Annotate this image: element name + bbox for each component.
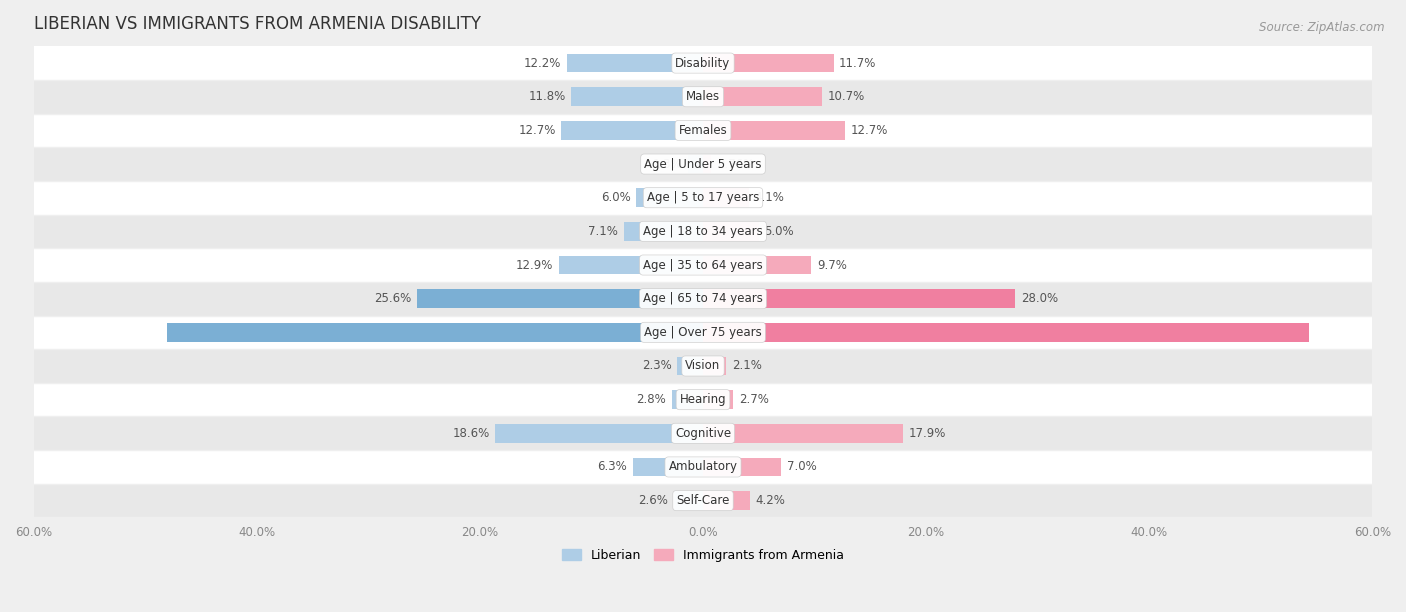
Text: Age | 18 to 34 years: Age | 18 to 34 years — [643, 225, 763, 238]
Bar — [571, 88, 703, 106]
Text: 17.9%: 17.9% — [908, 427, 946, 440]
Text: 1.3%: 1.3% — [654, 157, 683, 171]
Text: 12.9%: 12.9% — [516, 258, 554, 272]
Text: 54.3%: 54.3% — [1330, 326, 1367, 339]
Bar — [689, 155, 703, 173]
Text: 2.7%: 2.7% — [738, 393, 769, 406]
Text: 48.0%: 48.0% — [39, 326, 76, 339]
Text: Age | Over 75 years: Age | Over 75 years — [644, 326, 762, 339]
FancyBboxPatch shape — [34, 383, 1372, 417]
Text: 11.7%: 11.7% — [839, 56, 876, 70]
Bar — [703, 54, 834, 72]
Bar — [703, 357, 727, 375]
Text: 12.7%: 12.7% — [851, 124, 887, 137]
Text: 28.0%: 28.0% — [1021, 292, 1059, 305]
Bar — [703, 222, 759, 241]
Text: 4.2%: 4.2% — [755, 494, 786, 507]
Text: 2.1%: 2.1% — [733, 359, 762, 373]
Text: 5.0%: 5.0% — [765, 225, 794, 238]
Text: Ambulatory: Ambulatory — [668, 460, 738, 474]
Bar — [495, 424, 703, 442]
Bar — [703, 491, 749, 510]
FancyBboxPatch shape — [34, 282, 1372, 316]
Text: 2.6%: 2.6% — [638, 494, 668, 507]
Text: Disability: Disability — [675, 56, 731, 70]
Text: 4.1%: 4.1% — [755, 191, 785, 204]
Bar — [703, 256, 811, 274]
Bar — [703, 458, 782, 476]
Text: 2.3%: 2.3% — [643, 359, 672, 373]
Text: Self-Care: Self-Care — [676, 494, 730, 507]
Bar — [703, 155, 711, 173]
FancyBboxPatch shape — [34, 316, 1372, 349]
Text: LIBERIAN VS IMMIGRANTS FROM ARMENIA DISABILITY: LIBERIAN VS IMMIGRANTS FROM ARMENIA DISA… — [34, 15, 481, 33]
Bar — [703, 424, 903, 442]
Text: Cognitive: Cognitive — [675, 427, 731, 440]
Bar — [703, 390, 733, 409]
Text: Hearing: Hearing — [679, 393, 727, 406]
Text: 9.7%: 9.7% — [817, 258, 846, 272]
Text: Males: Males — [686, 90, 720, 103]
Bar — [624, 222, 703, 241]
Bar — [678, 357, 703, 375]
Text: 25.6%: 25.6% — [374, 292, 412, 305]
Bar — [672, 390, 703, 409]
Text: 0.76%: 0.76% — [717, 157, 754, 171]
Bar — [636, 188, 703, 207]
Text: 7.1%: 7.1% — [588, 225, 619, 238]
Text: Age | 35 to 64 years: Age | 35 to 64 years — [643, 258, 763, 272]
FancyBboxPatch shape — [34, 349, 1372, 383]
Bar — [561, 121, 703, 140]
Text: 18.6%: 18.6% — [453, 427, 489, 440]
Bar — [703, 121, 845, 140]
Bar — [418, 289, 703, 308]
Text: 10.7%: 10.7% — [828, 90, 865, 103]
FancyBboxPatch shape — [34, 181, 1372, 215]
FancyBboxPatch shape — [34, 80, 1372, 114]
FancyBboxPatch shape — [34, 114, 1372, 147]
Bar — [567, 54, 703, 72]
Bar — [633, 458, 703, 476]
Text: Source: ZipAtlas.com: Source: ZipAtlas.com — [1260, 21, 1385, 34]
Bar — [673, 491, 703, 510]
FancyBboxPatch shape — [34, 248, 1372, 282]
Bar — [703, 289, 1015, 308]
FancyBboxPatch shape — [34, 484, 1372, 518]
FancyBboxPatch shape — [34, 417, 1372, 450]
FancyBboxPatch shape — [34, 215, 1372, 248]
Legend: Liberian, Immigrants from Armenia: Liberian, Immigrants from Armenia — [557, 544, 849, 567]
Text: 12.2%: 12.2% — [524, 56, 561, 70]
Text: 7.0%: 7.0% — [787, 460, 817, 474]
Bar — [167, 323, 703, 341]
Text: Vision: Vision — [685, 359, 721, 373]
Text: Age | 5 to 17 years: Age | 5 to 17 years — [647, 191, 759, 204]
Bar — [703, 88, 823, 106]
Bar — [703, 188, 749, 207]
Text: 2.8%: 2.8% — [637, 393, 666, 406]
Text: 11.8%: 11.8% — [529, 90, 565, 103]
FancyBboxPatch shape — [34, 47, 1372, 80]
Text: Age | Under 5 years: Age | Under 5 years — [644, 157, 762, 171]
FancyBboxPatch shape — [34, 147, 1372, 181]
Text: 12.7%: 12.7% — [519, 124, 555, 137]
Text: Females: Females — [679, 124, 727, 137]
Bar — [703, 323, 1309, 341]
FancyBboxPatch shape — [34, 450, 1372, 484]
Text: 6.0%: 6.0% — [600, 191, 630, 204]
Bar — [560, 256, 703, 274]
Text: 6.3%: 6.3% — [598, 460, 627, 474]
Text: Age | 65 to 74 years: Age | 65 to 74 years — [643, 292, 763, 305]
